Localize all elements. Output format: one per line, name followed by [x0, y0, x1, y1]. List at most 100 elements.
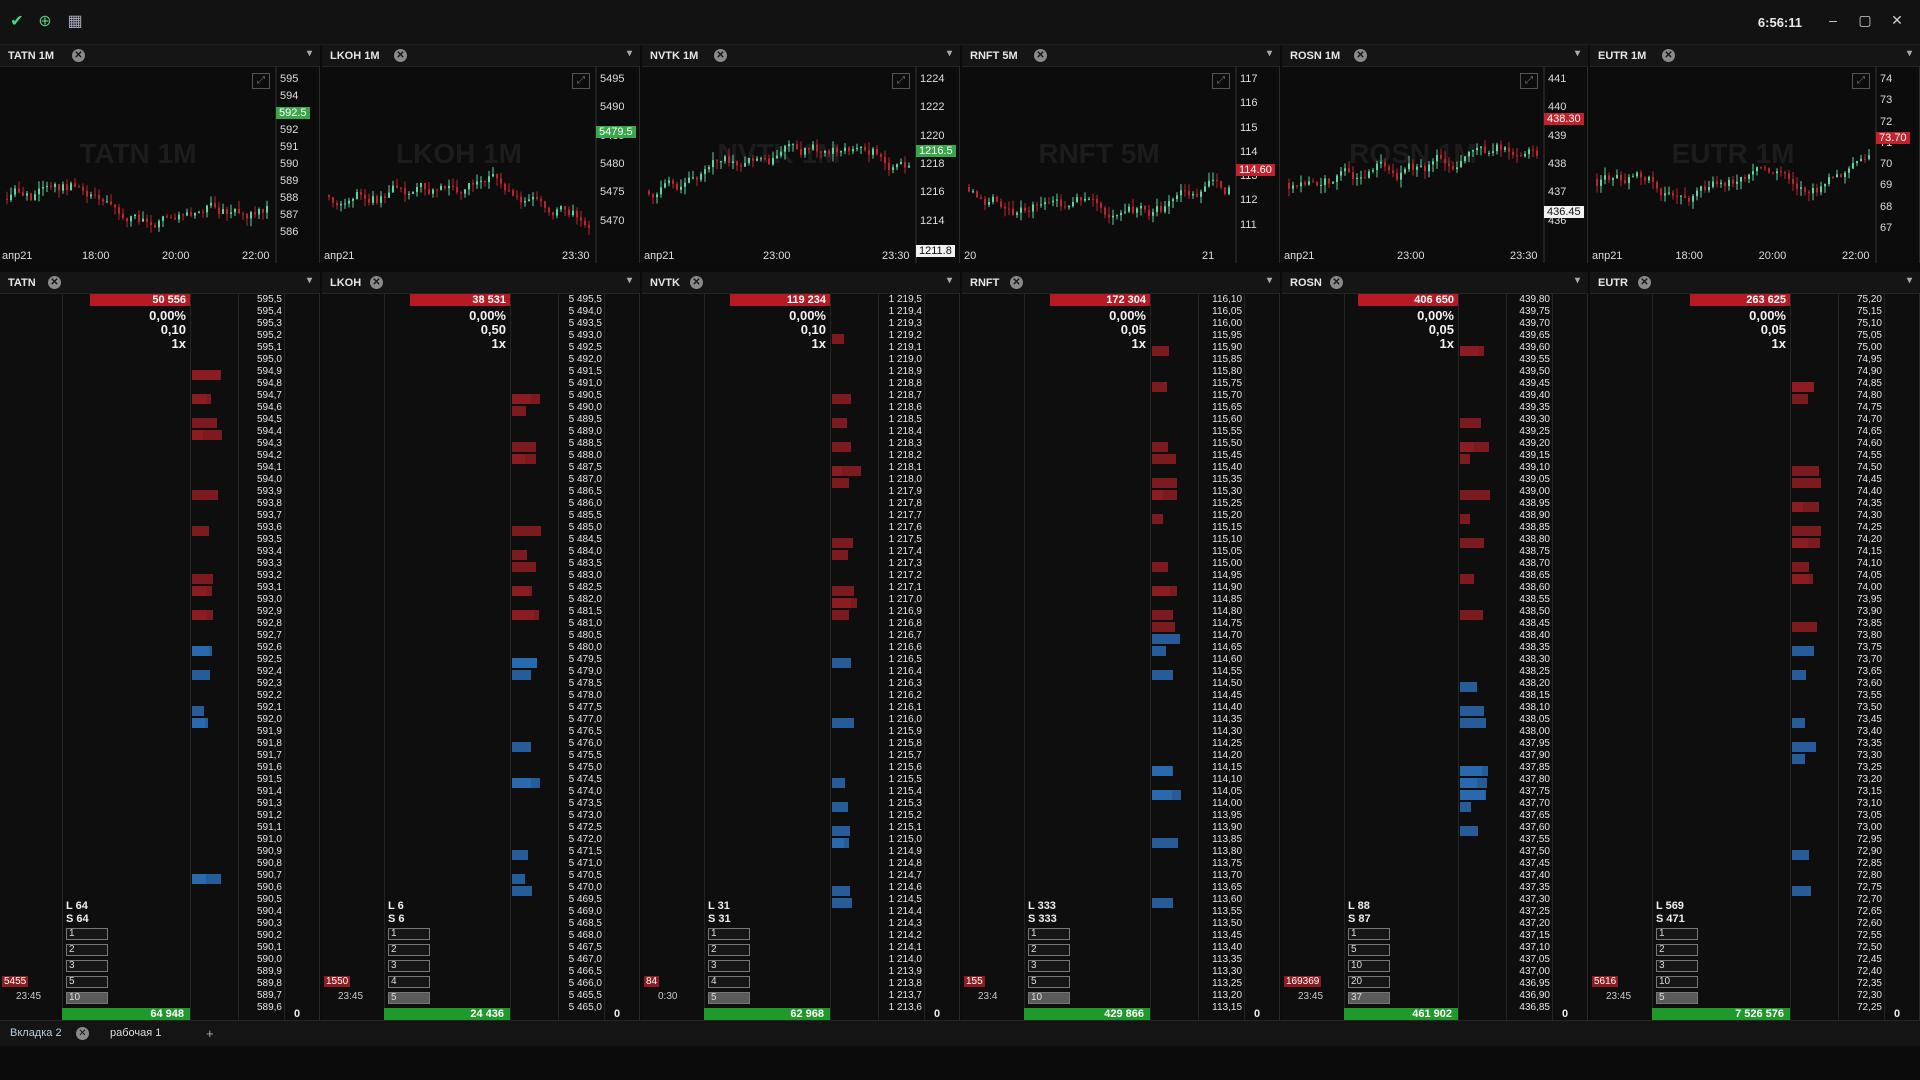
price-level[interactable]: 115,00: [1212, 558, 1242, 569]
price-level[interactable]: 73,90: [1856, 606, 1882, 617]
close-chart-icon[interactable]: ✕: [1662, 49, 1675, 62]
price-level[interactable]: 439,00: [1519, 486, 1550, 497]
price-level[interactable]: 439,45: [1519, 378, 1550, 389]
tab-rabochaya-1[interactable]: рабочая 1: [110, 1027, 162, 1039]
price-level[interactable]: 5 483,0: [568, 570, 602, 581]
price-level[interactable]: 437,55: [1519, 834, 1550, 845]
price-level[interactable]: 5 478,0: [568, 690, 602, 701]
price-level[interactable]: 1 219,1: [888, 342, 922, 353]
order-book-rnft[interactable]: 172 304 0,00% 0,05 1x 116,10 116,05 116,00 115,…: [962, 294, 1280, 1020]
price-level[interactable]: 72,50: [1856, 942, 1882, 953]
price-level[interactable]: 589,8: [256, 978, 282, 989]
lot-size-button[interactable]: 5: [1656, 992, 1698, 1004]
price-level[interactable]: 5 478,5: [568, 678, 602, 689]
price-level[interactable]: 439,25: [1519, 426, 1550, 437]
price-level[interactable]: 115,40: [1212, 462, 1242, 473]
app-logo-icon[interactable]: ✔: [10, 13, 24, 30]
price-level[interactable]: 595,4: [256, 306, 282, 317]
price-level[interactable]: 73,35: [1856, 738, 1882, 749]
price-chart-rosn[interactable]: ROSN 1M 441 440 439 438 437 436 438.30 436.45 апр…: [1282, 67, 1588, 263]
price-level[interactable]: 72,85: [1856, 858, 1882, 869]
price-level[interactable]: 1 218,4: [888, 426, 922, 437]
price-level[interactable]: 74,55: [1856, 450, 1882, 461]
price-level[interactable]: 1 214,3: [888, 918, 922, 929]
price-level[interactable]: 5 472,0: [568, 834, 602, 845]
price-level[interactable]: 594,5: [256, 414, 282, 425]
price-level[interactable]: 115,10: [1212, 534, 1242, 545]
price-chart-eutr[interactable]: EUTR 1M747372717069686773.70апр2118:0020…: [1590, 67, 1920, 263]
lot-size-button[interactable]: 3: [1656, 960, 1698, 972]
price-level[interactable]: 1 217,5: [888, 534, 922, 545]
price-level[interactable]: 591,8: [256, 738, 282, 749]
price-level[interactable]: 438,40: [1519, 630, 1550, 641]
price-level[interactable]: 592,2: [256, 690, 282, 701]
price-level[interactable]: 73,25: [1856, 762, 1882, 773]
price-level[interactable]: 1 216,9: [888, 606, 922, 617]
price-level[interactable]: 1 215,7: [888, 750, 922, 761]
price-level[interactable]: 113,35: [1212, 954, 1242, 965]
price-level[interactable]: 5 489,5: [568, 414, 602, 425]
price-level[interactable]: 1 216,7: [888, 630, 922, 641]
price-level[interactable]: 1 215,9: [888, 726, 922, 737]
price-level[interactable]: 439,30: [1519, 414, 1550, 425]
price-level[interactable]: 113,45: [1212, 930, 1242, 941]
price-level[interactable]: 113,50: [1212, 918, 1242, 929]
price-level[interactable]: 438,75: [1519, 546, 1550, 557]
lot-size-button[interactable]: 2: [1028, 944, 1070, 956]
price-level[interactable]: 594,7: [256, 390, 282, 401]
price-level[interactable]: 5 476,0: [568, 738, 602, 749]
price-level[interactable]: 439,15: [1519, 450, 1550, 461]
price-level[interactable]: 1 213,6: [888, 1002, 922, 1013]
price-level[interactable]: 114,15: [1212, 762, 1242, 773]
price-level[interactable]: 437,30: [1519, 894, 1550, 905]
close-dom-icon[interactable]: ✕: [48, 276, 61, 289]
price-level[interactable]: 5 477,5: [568, 702, 602, 713]
price-level[interactable]: 5 486,0: [568, 498, 602, 509]
price-level[interactable]: 5 474,0: [568, 786, 602, 797]
price-level[interactable]: 74,50: [1856, 462, 1882, 473]
price-level[interactable]: 591,5: [256, 774, 282, 785]
price-level[interactable]: 1 216,5: [888, 654, 922, 665]
add-tab-icon[interactable]: +: [206, 1026, 214, 1041]
price-level[interactable]: 5 491,0: [568, 378, 602, 389]
lot-size-button[interactable]: 5: [388, 992, 430, 1004]
order-book-rosn[interactable]: 406 650 0,00% 0,05 1x 439,80 439,75 439,70 439,…: [1282, 294, 1588, 1020]
price-level[interactable]: 594,0: [256, 474, 282, 485]
price-level[interactable]: 114,70: [1212, 630, 1242, 641]
price-level[interactable]: 595,3: [256, 318, 282, 329]
price-level[interactable]: 74,40: [1856, 486, 1882, 497]
price-level[interactable]: 74,20: [1856, 534, 1882, 545]
chevron-down-icon[interactable]: ▾: [306, 48, 312, 59]
price-level[interactable]: 1 213,7: [888, 990, 922, 1001]
price-chart-lkoh[interactable]: LKOH 1M5495549054855480547554705479.5апр…: [322, 67, 640, 263]
price-level[interactable]: 5 493,5: [568, 318, 602, 329]
price-level[interactable]: 5 491,5: [568, 366, 602, 377]
price-level[interactable]: 439,70: [1519, 318, 1550, 329]
price-level[interactable]: 74,10: [1856, 558, 1882, 569]
expand-icon[interactable]: ⤢: [252, 73, 270, 89]
price-level[interactable]: 438,35: [1519, 642, 1550, 653]
price-level[interactable]: 1 215,2: [888, 810, 922, 821]
price-level[interactable]: 437,00: [1519, 966, 1550, 977]
price-level[interactable]: 114,75: [1212, 618, 1242, 629]
price-level[interactable]: 5 481,5: [568, 606, 602, 617]
price-level[interactable]: 439,50: [1519, 366, 1550, 377]
lot-size-button[interactable]: 2: [66, 944, 108, 956]
price-level[interactable]: 113,75: [1212, 858, 1242, 869]
price-level[interactable]: 438,20: [1519, 678, 1550, 689]
price-level[interactable]: 437,60: [1519, 822, 1550, 833]
price-level[interactable]: 1 215,4: [888, 786, 922, 797]
price-level[interactable]: 115,45: [1212, 450, 1242, 461]
chevron-down-icon[interactable]: ▾: [626, 48, 632, 59]
price-level[interactable]: 72,25: [1856, 1002, 1882, 1013]
price-level[interactable]: 5 469,5: [568, 894, 602, 905]
lot-size-button[interactable]: 3: [1028, 960, 1070, 972]
price-level[interactable]: 1 214,6: [888, 882, 922, 893]
price-level[interactable]: 436,95: [1519, 978, 1550, 989]
price-level[interactable]: 5 482,0: [568, 594, 602, 605]
price-level[interactable]: 439,35: [1519, 402, 1550, 413]
price-level[interactable]: 5 470,0: [568, 882, 602, 893]
price-level[interactable]: 437,10: [1519, 942, 1550, 953]
price-level[interactable]: 1 214,4: [888, 906, 922, 917]
price-level[interactable]: 1 217,4: [888, 546, 922, 557]
